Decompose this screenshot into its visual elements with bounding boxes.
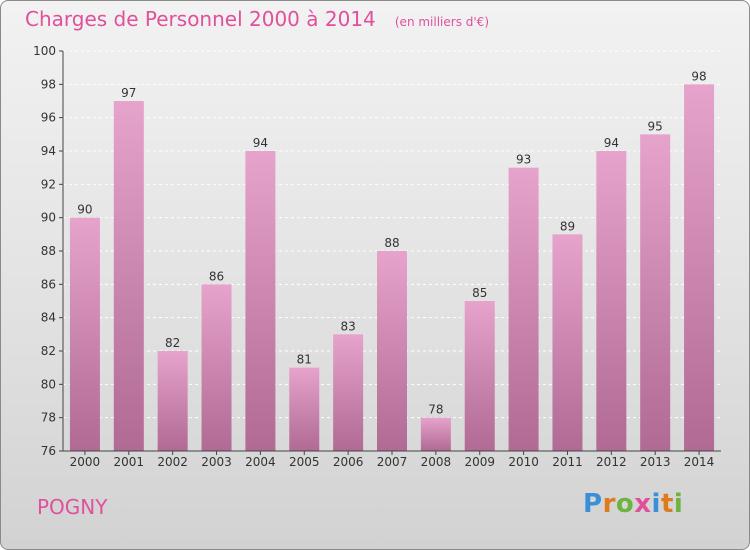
x-tick-label: 2004 — [245, 455, 276, 469]
y-tick-label: 90 — [41, 211, 56, 225]
bar — [508, 167, 539, 451]
x-tick-label: 2012 — [596, 455, 627, 469]
bar — [201, 284, 232, 451]
bar — [684, 84, 715, 451]
proxiti-logo[interactable]: Proxiti — [583, 489, 683, 519]
bar — [552, 234, 583, 451]
bar — [69, 217, 100, 451]
x-tick-label: 2009 — [464, 455, 495, 469]
data-label: 88 — [384, 236, 399, 250]
data-label: 78 — [428, 403, 443, 417]
x-tick-label: 2007 — [377, 455, 408, 469]
x-tick-label: 2010 — [508, 455, 539, 469]
logo-letter: t — [660, 489, 674, 519]
bar — [289, 367, 320, 451]
x-tick-label: 2005 — [289, 455, 320, 469]
bar — [157, 351, 188, 451]
y-tick-label: 86 — [41, 277, 56, 291]
data-label: 95 — [648, 119, 663, 133]
data-label: 94 — [604, 136, 619, 150]
y-tick-label: 84 — [41, 311, 56, 325]
bar — [420, 417, 451, 451]
logo-letter: r — [602, 489, 616, 519]
data-label: 93 — [516, 153, 531, 167]
data-label: 90 — [77, 203, 92, 217]
logo-letter: i — [673, 489, 684, 519]
x-tick-label: 2006 — [333, 455, 364, 469]
x-tick-label: 2011 — [552, 455, 583, 469]
logo-letter: i — [651, 489, 661, 519]
x-tick-label: 2002 — [157, 455, 188, 469]
y-tick-label: 100 — [33, 44, 56, 58]
logo-letter: o — [615, 489, 635, 519]
logo-letter: P — [583, 489, 603, 519]
bar — [113, 101, 144, 451]
data-label: 98 — [691, 69, 706, 83]
data-label: 89 — [560, 219, 575, 233]
data-label: 94 — [253, 136, 268, 150]
chart-subtitle: (en milliers d'€) — [394, 15, 489, 29]
data-label: 81 — [297, 353, 312, 367]
title-row: Charges de Personnel 2000 à 2014 (en mil… — [25, 7, 489, 31]
bar — [464, 301, 495, 451]
bar — [596, 151, 627, 451]
y-tick-label: 82 — [41, 344, 56, 358]
data-label: 97 — [121, 86, 136, 100]
x-tick-label: 2014 — [684, 455, 715, 469]
bar — [333, 334, 364, 451]
bar — [245, 151, 276, 451]
y-tick-label: 98 — [41, 77, 56, 91]
y-tick-label: 96 — [41, 111, 56, 125]
y-tick-label: 78 — [41, 411, 56, 425]
y-tick-label: 80 — [41, 377, 56, 391]
x-tick-label: 2008 — [421, 455, 452, 469]
x-tick-label: 2001 — [114, 455, 145, 469]
data-label: 86 — [209, 269, 224, 283]
y-tick-label: 92 — [41, 177, 56, 191]
x-tick-label: 2003 — [201, 455, 232, 469]
commune-name: POGNY — [37, 495, 108, 519]
data-label: 85 — [472, 286, 487, 300]
y-tick-label: 88 — [41, 244, 56, 258]
y-tick-label: 76 — [41, 444, 56, 458]
logo-letter: x — [634, 489, 652, 519]
y-tick-label: 94 — [41, 144, 56, 158]
x-tick-label: 2000 — [70, 455, 101, 469]
chart-title: Charges de Personnel 2000 à 2014 — [25, 7, 376, 31]
x-tick-label: 2013 — [640, 455, 671, 469]
data-label: 82 — [165, 336, 180, 350]
data-label: 83 — [340, 319, 355, 333]
bar — [640, 134, 671, 452]
bar — [377, 251, 407, 451]
